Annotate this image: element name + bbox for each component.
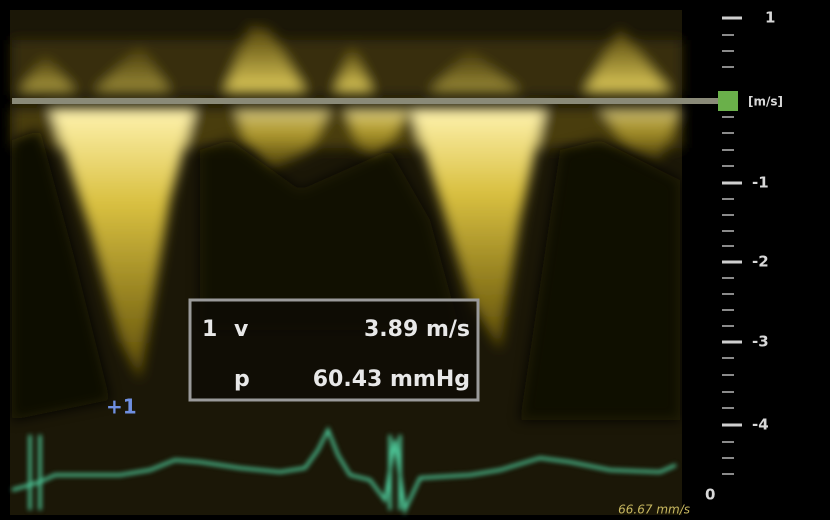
- doppler-screen: 1 [m/s] -1 -2 -3 -4 0 1 v 3.89 m/s p 60.…: [0, 0, 830, 520]
- scale-unit: [m/s]: [748, 95, 783, 109]
- scale-zero: 0: [705, 486, 715, 504]
- measurement-label: p: [234, 367, 250, 392]
- baseline-marker[interactable]: [718, 91, 738, 111]
- sweep-speed: 66.67 mm/s: [618, 503, 690, 517]
- scale-label: -1: [752, 174, 769, 192]
- measurement-index: 1: [202, 317, 217, 342]
- scale-label: -4: [752, 416, 769, 434]
- page: 1 [m/s] -1 -2 -3 -4 0 1 v 3.89 m/s p 60.…: [0, 0, 830, 520]
- measurement-value: 3.89 m/s: [364, 317, 470, 342]
- measurement-label: v: [234, 317, 249, 342]
- scale-label: -3: [752, 333, 769, 351]
- cursor-marker: +1: [106, 395, 137, 419]
- measurement-value: 60.43 mmHg: [313, 367, 470, 392]
- measurement-box: 1 v 3.89 m/s p 60.43 mmHg: [190, 300, 478, 400]
- scale-label: -2: [752, 253, 769, 271]
- scale-top-label: 1: [765, 9, 775, 27]
